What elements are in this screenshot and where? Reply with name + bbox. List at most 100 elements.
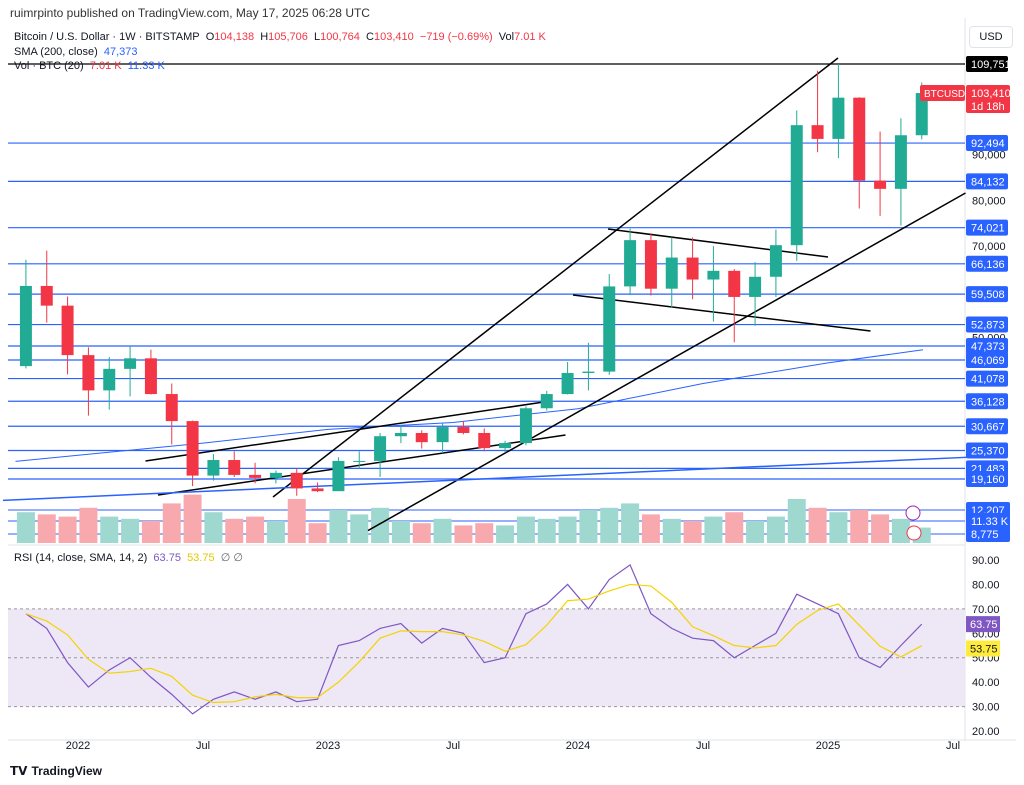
volume-bar bbox=[308, 523, 327, 543]
volume-bar bbox=[725, 512, 744, 543]
candle-body bbox=[644, 240, 657, 289]
candle-body bbox=[436, 427, 449, 443]
symbol-name[interactable]: Bitcoin / U.S. Dollar · 1W · BITSTAMP bbox=[14, 31, 200, 43]
candle-body bbox=[165, 394, 178, 422]
level-label: 52,873 bbox=[971, 320, 1005, 332]
currency-button[interactable]: USD bbox=[969, 26, 1013, 48]
volume-bar bbox=[621, 503, 640, 543]
candle-body bbox=[478, 432, 491, 449]
publish-info: ruimrpinto published on TradingView.com,… bbox=[10, 6, 370, 20]
volume-bar bbox=[100, 516, 119, 543]
time-tick: Jul bbox=[696, 740, 710, 752]
logo-icon: 𝗧𝗩 bbox=[10, 764, 28, 778]
volume-bar bbox=[350, 514, 369, 543]
candle-body bbox=[728, 270, 741, 297]
level-label: 47,373 bbox=[971, 341, 1005, 353]
volume-bar bbox=[766, 516, 785, 543]
volume-bar bbox=[391, 521, 410, 543]
candle-body bbox=[415, 432, 428, 443]
level-label-bg bbox=[966, 135, 1008, 152]
volume-bar bbox=[871, 514, 890, 543]
level-label-bg bbox=[966, 370, 1008, 387]
us-flag-event-icon bbox=[906, 525, 922, 541]
candle-body bbox=[290, 472, 303, 489]
level-label: 109,751 bbox=[971, 59, 1011, 71]
candle-body bbox=[374, 436, 387, 461]
candle-body bbox=[124, 358, 137, 369]
trendline bbox=[145, 400, 551, 462]
volume-value: 7.01 K bbox=[89, 60, 122, 72]
candle-body bbox=[624, 240, 637, 287]
candle-body bbox=[582, 371, 595, 373]
candle-body bbox=[82, 355, 95, 391]
time-tick: Jul bbox=[446, 740, 460, 752]
volume-label[interactable]: Vol · BTC (20) bbox=[14, 60, 84, 72]
candle-body bbox=[103, 368, 116, 391]
open-value: 104,138 bbox=[214, 31, 255, 43]
brand-name: TradingView bbox=[31, 764, 102, 778]
rsi-label[interactable]: RSI (14, close, SMA, 14, 2) bbox=[14, 552, 148, 564]
volume-bar bbox=[496, 525, 515, 543]
candle-body bbox=[707, 270, 720, 280]
level-label-bg bbox=[966, 470, 1008, 487]
o-label: O bbox=[205, 31, 215, 43]
volume-bar bbox=[412, 523, 431, 543]
candle-body bbox=[19, 285, 32, 367]
candle-body bbox=[832, 97, 845, 139]
close-value: 103,410 bbox=[374, 31, 414, 43]
level-label: 30,667 bbox=[971, 421, 1005, 433]
level-label-bg bbox=[966, 173, 1008, 190]
candle-body bbox=[269, 472, 282, 478]
symbol-legend: Bitcoin / U.S. Dollar · 1W · BITSTAMP O1… bbox=[14, 30, 546, 74]
rsi-band bbox=[8, 608, 965, 707]
candle-body bbox=[144, 358, 157, 395]
volume-bar bbox=[662, 518, 681, 543]
candle-body bbox=[40, 285, 53, 306]
candle-body bbox=[519, 408, 532, 444]
price-tick: 80,000 bbox=[972, 195, 1006, 207]
candle-body bbox=[561, 372, 574, 395]
volume-ma-value: 11.33 K bbox=[127, 60, 165, 72]
volume-bar bbox=[204, 512, 223, 543]
time-tick: Jul bbox=[196, 740, 210, 752]
volume-bar bbox=[433, 518, 452, 543]
rsi-value: 63.75 bbox=[153, 552, 181, 564]
price-tick: 70,000 bbox=[972, 241, 1006, 253]
candle-body bbox=[207, 460, 220, 476]
tradingview-logo[interactable]: 𝗧𝗩 TradingView bbox=[10, 764, 102, 778]
volume-bar bbox=[787, 499, 806, 543]
candle-body bbox=[665, 257, 678, 289]
volume-bar bbox=[516, 516, 535, 543]
candle-body bbox=[540, 394, 553, 409]
candle-body bbox=[186, 421, 199, 476]
sma-200-line bbox=[15, 349, 924, 462]
volume-bar bbox=[287, 499, 306, 543]
candle-body bbox=[915, 93, 928, 136]
volume-bar bbox=[850, 510, 869, 543]
time-tick: Jul bbox=[946, 740, 960, 752]
sma-label[interactable]: SMA (200, close) bbox=[14, 45, 98, 58]
rsi-legend: RSI (14, close, SMA, 14, 2) 63.75 53.75 … bbox=[14, 551, 243, 564]
level-label: 74,021 bbox=[971, 223, 1005, 235]
volume-bar bbox=[246, 516, 265, 543]
high-value: 105,706 bbox=[268, 31, 308, 43]
volume-bar bbox=[371, 507, 390, 543]
level-label: 84,132 bbox=[971, 176, 1005, 188]
volume-bar bbox=[79, 507, 98, 543]
rsi-tick: 30.00 bbox=[972, 702, 1000, 714]
trendline bbox=[572, 294, 871, 332]
level-label: 66,136 bbox=[971, 259, 1005, 271]
h-label: H bbox=[260, 31, 269, 43]
candle-body bbox=[332, 460, 345, 492]
candle-body bbox=[874, 180, 887, 189]
price-tick: 90,000 bbox=[972, 149, 1006, 161]
level-label-bg bbox=[966, 526, 1010, 542]
level-label: 41,078 bbox=[971, 374, 1005, 386]
candle-body bbox=[499, 443, 512, 449]
volume-bar bbox=[683, 521, 702, 543]
rsi-sma-line bbox=[25, 583, 923, 704]
level-label-bg bbox=[966, 56, 1008, 72]
candle-body bbox=[394, 432, 407, 437]
trendline bbox=[367, 192, 966, 532]
